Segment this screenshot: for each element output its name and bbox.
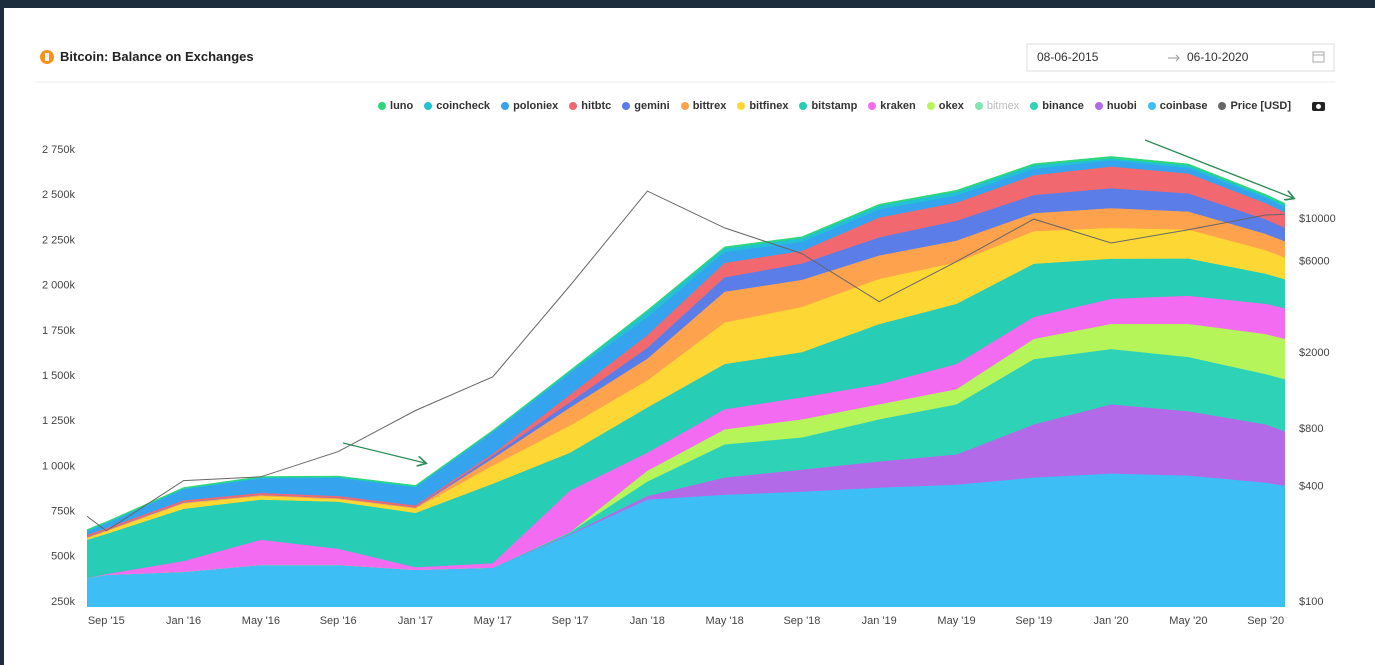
legend-marker <box>622 102 631 110</box>
legend-marker <box>1218 102 1227 110</box>
legend-marker <box>799 102 808 110</box>
legend-item[interactable]: gemini <box>622 100 670 112</box>
y-tick-label: 1 750k <box>42 325 76 337</box>
chart-title: Bitcoin: Balance on Exchanges <box>60 49 254 64</box>
legend-label: bitfinex <box>749 100 789 112</box>
x-tick-label: Jan '20 <box>1094 615 1129 627</box>
legend-label: binance <box>1042 100 1084 112</box>
x-tick-label: Sep '19 <box>1015 615 1052 627</box>
x-tick-label: Sep '20 <box>1247 615 1284 627</box>
legend-label: hitbtc <box>581 100 612 112</box>
legend-marker <box>926 102 935 110</box>
legend-item[interactable]: coinbase <box>1147 100 1208 112</box>
x-tick-label: Jan '17 <box>398 615 433 627</box>
y2-tick-label: $800 <box>1299 423 1323 435</box>
x-tick-label: Jan '18 <box>630 615 665 627</box>
y-tick-label: 750k <box>51 505 75 517</box>
y2-tick-label: $400 <box>1299 481 1323 493</box>
y-tick-label: 500k <box>51 551 75 563</box>
y-tick-label: 1 500k <box>42 370 76 382</box>
plot-area: glassnode <box>87 156 1285 607</box>
legend-marker <box>378 102 387 110</box>
legend-marker <box>868 102 877 110</box>
legend-label: poloniex <box>513 100 559 112</box>
legend-item[interactable]: kraken <box>868 100 916 112</box>
legend-item[interactable]: coincheck <box>424 100 490 112</box>
y2-tick-label: $6000 <box>1299 255 1330 267</box>
bitcoin-icon-glyph <box>45 53 49 61</box>
legend-item[interactable]: hitbtc <box>569 100 611 112</box>
y-tick-label: 2 000k <box>42 280 76 292</box>
x-tick-label: Jan '19 <box>862 615 897 627</box>
legend: luno coincheck poloniex hitbtc gemini bittrex… <box>378 100 1291 112</box>
date-to[interactable]: 06-10-2020 <box>1187 50 1249 64</box>
camera-lens <box>1316 104 1321 109</box>
y-tick-label: 2 250k <box>42 234 76 246</box>
legend-label: kraken <box>880 100 916 112</box>
legend-item[interactable]: poloniex <box>501 100 558 112</box>
y-tick-label: 2 750k <box>42 144 76 156</box>
legend-label: coinbase <box>1159 100 1208 112</box>
y-tick-label: 250k <box>51 596 75 608</box>
legend-item[interactable]: bittrex <box>680 100 727 112</box>
x-tick-label: Sep '18 <box>783 615 820 627</box>
annotation-arrow <box>1144 139 1293 198</box>
legend-label: huobi <box>1106 100 1137 112</box>
date-range-picker[interactable] <box>1026 43 1335 72</box>
legend-marker <box>1030 102 1039 110</box>
legend-label: bittrex <box>692 100 727 112</box>
x-tick-label: Sep '17 <box>552 615 589 627</box>
calendar-icon[interactable] <box>1312 51 1325 63</box>
legend-marker <box>1094 102 1103 110</box>
date-from[interactable]: 08-06-2015 <box>1037 50 1099 64</box>
camera-icon[interactable] <box>1312 102 1325 111</box>
legend-marker <box>737 102 746 110</box>
y-tick-label: 1 250k <box>42 415 76 427</box>
legend-label: luno <box>390 100 414 112</box>
legend-marker <box>974 102 983 110</box>
x-tick-label: May '17 <box>474 615 512 627</box>
x-tick-label: Sep '16 <box>320 615 357 627</box>
annotation-arrow <box>342 442 425 463</box>
legend-label: gemini <box>634 100 670 112</box>
legend-item[interactable]: binance <box>1030 100 1084 112</box>
legend-marker <box>501 102 510 110</box>
y2-tick-label: $10000 <box>1299 213 1336 225</box>
y-tick-label: 1 000k <box>42 460 76 472</box>
x-tick-label: Jan '16 <box>166 615 201 627</box>
y2-tick-label: $100 <box>1299 596 1323 608</box>
legend-item[interactable]: luno <box>378 100 413 112</box>
legend-marker <box>680 102 689 110</box>
legend-marker <box>424 102 433 110</box>
x-tick-label: May '18 <box>706 615 744 627</box>
legend-label: bitstamp <box>811 100 858 112</box>
legend-item[interactable]: Price [USD] <box>1218 100 1291 112</box>
legend-item[interactable]: okex <box>926 100 964 112</box>
x-tick-label: May '20 <box>1169 615 1207 627</box>
legend-marker <box>1147 102 1156 110</box>
legend-label: okex <box>938 100 964 112</box>
price-line <box>87 190 1285 532</box>
legend-label: bitmex <box>986 100 1020 112</box>
legend-label: coincheck <box>436 100 491 112</box>
legend-item[interactable]: bitmex <box>974 100 1020 112</box>
date-arrow-head <box>1175 54 1180 62</box>
legend-item[interactable]: bitstamp <box>799 100 857 112</box>
legend-label: Price [USD] <box>1230 100 1291 112</box>
x-tick-label: May '16 <box>242 615 280 627</box>
y2-tick-label: $2000 <box>1299 347 1330 359</box>
legend-item[interactable]: huobi <box>1094 100 1137 112</box>
x-tick-label: Sep '15 <box>88 615 125 627</box>
legend-marker <box>569 102 578 110</box>
y-tick-label: 2 500k <box>42 189 76 201</box>
x-tick-label: May '19 <box>937 615 975 627</box>
legend-item[interactable]: bitfinex <box>737 100 788 112</box>
area <box>87 156 1285 531</box>
